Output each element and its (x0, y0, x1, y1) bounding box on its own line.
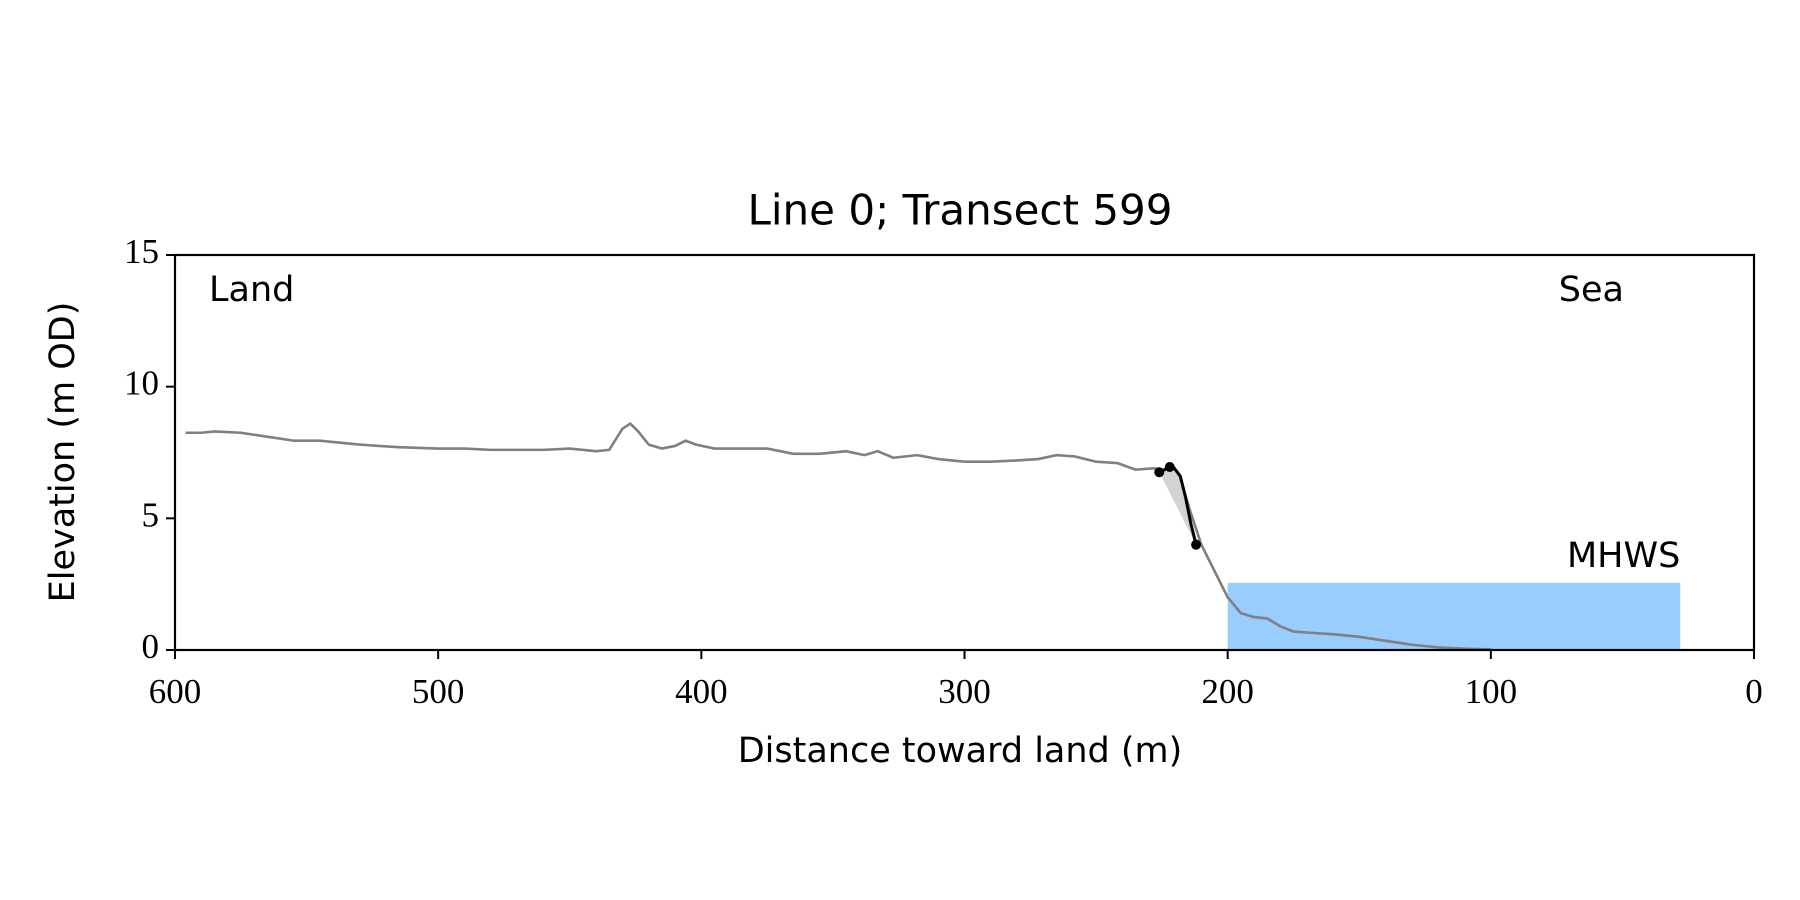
marker (1191, 539, 1202, 550)
x-tick-label: 600 (149, 672, 202, 711)
mhws-band (1227, 582, 1681, 650)
marker (1164, 461, 1175, 472)
cliff-area (1159, 465, 1197, 545)
x-tick-label: 0 (1745, 672, 1763, 711)
y-tick-label: 0 (142, 627, 160, 666)
annotation: Sea (1559, 270, 1624, 310)
x-tick-label: 400 (675, 672, 728, 711)
marker (1154, 467, 1165, 478)
y-tick-label: 15 (124, 232, 159, 271)
y-tick-label: 10 (124, 364, 159, 403)
x-tick-label: 300 (938, 672, 991, 711)
y-axis-label: Elevation (m OD) (43, 302, 83, 603)
annotation: Land (209, 270, 294, 310)
x-tick-label: 500 (412, 672, 465, 711)
y-tick-label: 5 (142, 495, 160, 534)
chart-title: Line 0; Transect 599 (747, 186, 1172, 235)
x-axis-label: Distance toward land (m) (738, 731, 1183, 771)
x-tick-label: 100 (1465, 672, 1518, 711)
profile-line (185, 422, 1491, 651)
mhws-label: MHWS (1567, 536, 1680, 576)
x-tick-label: 200 (1201, 672, 1254, 711)
profile-line (1158, 464, 1198, 546)
